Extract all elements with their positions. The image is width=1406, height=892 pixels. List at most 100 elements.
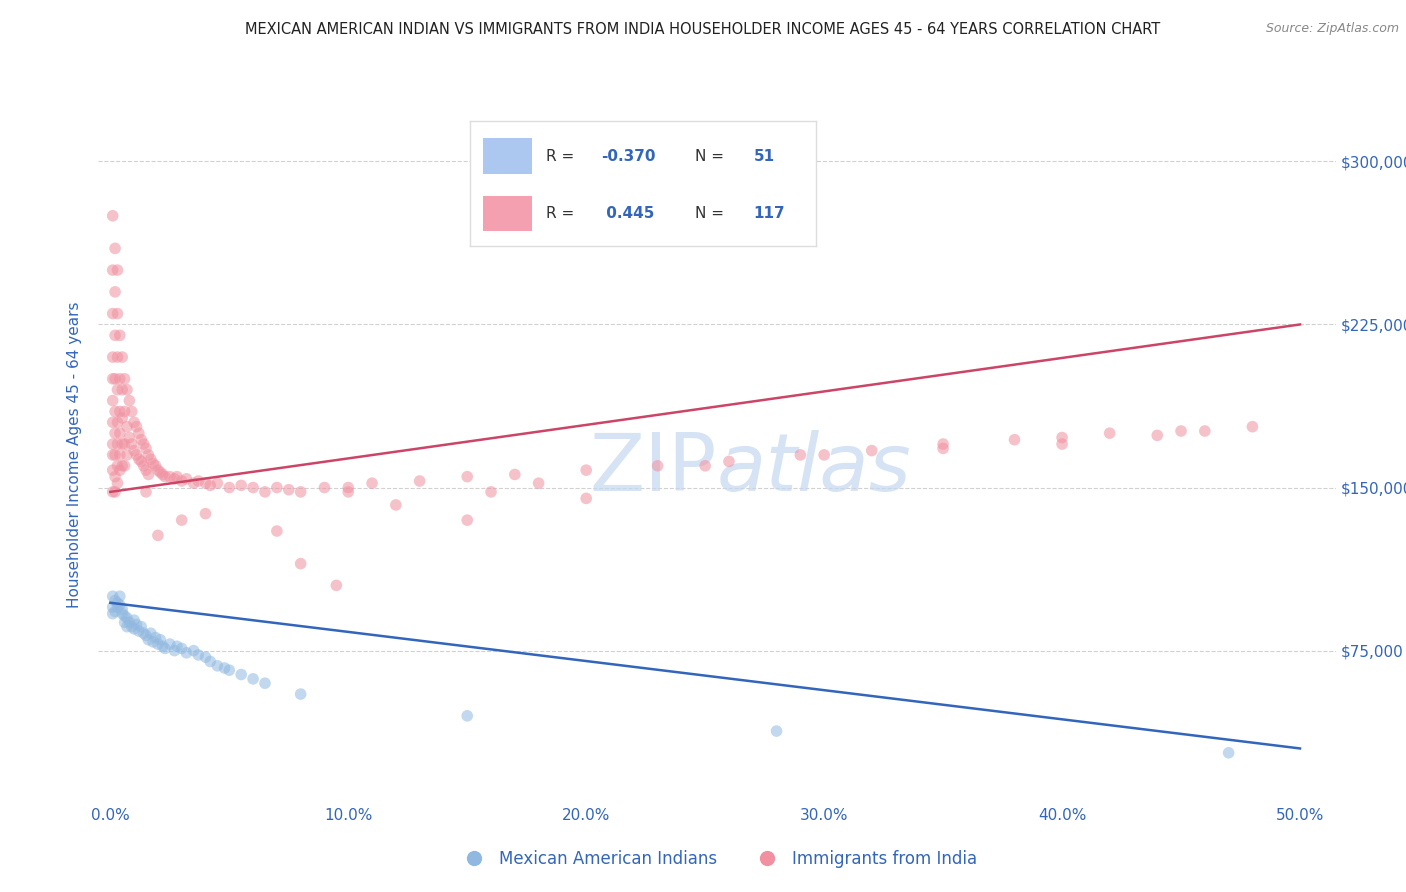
Point: [128, 452, 150, 467]
Point: [114, 608, 136, 623]
Y-axis label: Householder Income Ages 45 - 64 years: Householder Income Ages 45 - 64 years: [67, 301, 83, 608]
Point: [159, 637, 181, 651]
Point: [121, 437, 143, 451]
Point: [456, 513, 478, 527]
Point: [695, 458, 717, 473]
Point: [207, 658, 229, 673]
Point: [122, 415, 145, 429]
Point: [187, 648, 209, 662]
Point: [107, 415, 129, 429]
Point: [108, 598, 131, 612]
Point: [111, 411, 134, 425]
Point: [647, 458, 669, 473]
Point: [108, 448, 131, 462]
Point: [121, 620, 143, 634]
Point: [114, 372, 136, 386]
Point: [194, 507, 217, 521]
Point: [200, 478, 222, 492]
Point: [242, 481, 264, 495]
Point: [361, 476, 384, 491]
Point: [107, 458, 129, 473]
Point: [132, 626, 155, 640]
Point: [290, 557, 312, 571]
Point: [122, 622, 145, 636]
Point: [122, 613, 145, 627]
Point: [138, 448, 160, 462]
Point: [1004, 433, 1026, 447]
Text: Source: ZipAtlas.com: Source: ZipAtlas.com: [1265, 22, 1399, 36]
Point: [111, 383, 134, 397]
Point: [170, 474, 193, 488]
Point: [108, 328, 131, 343]
Point: [104, 448, 127, 462]
Point: [101, 209, 124, 223]
Point: [104, 605, 127, 619]
Point: [575, 491, 598, 506]
Point: [104, 285, 127, 299]
Point: [114, 458, 136, 473]
Point: [107, 383, 129, 397]
Point: [108, 372, 131, 386]
Point: [125, 419, 148, 434]
Point: [104, 469, 127, 483]
Text: atlas: atlas: [717, 430, 912, 508]
Point: [146, 528, 169, 542]
Point: [153, 641, 176, 656]
Point: [479, 484, 502, 499]
Point: [146, 637, 169, 651]
Point: [183, 476, 205, 491]
Point: [108, 589, 131, 603]
Point: [194, 476, 217, 491]
Point: [266, 481, 288, 495]
Point: [456, 708, 478, 723]
Point: [101, 607, 124, 621]
Point: [115, 620, 138, 634]
Point: [101, 437, 124, 451]
Point: [129, 454, 152, 468]
Point: [176, 472, 198, 486]
Point: [813, 448, 835, 462]
Point: [860, 443, 883, 458]
Point: [107, 600, 129, 615]
Point: [114, 404, 136, 418]
Point: [242, 672, 264, 686]
Point: [115, 448, 138, 462]
Text: ZIP: ZIP: [589, 430, 717, 508]
Point: [214, 661, 236, 675]
Point: [145, 458, 167, 473]
Point: [111, 458, 134, 473]
Point: [118, 393, 141, 408]
Point: [111, 602, 134, 616]
Point: [101, 263, 124, 277]
Point: [101, 393, 124, 408]
Point: [789, 448, 811, 462]
Point: [277, 483, 299, 497]
Point: [152, 639, 174, 653]
Point: [146, 463, 169, 477]
Point: [107, 263, 129, 277]
Point: [122, 443, 145, 458]
Point: [111, 437, 134, 451]
Point: [101, 600, 124, 615]
Point: [527, 476, 550, 491]
Point: [107, 307, 129, 321]
Point: [108, 404, 131, 418]
Point: [104, 426, 127, 441]
Point: [101, 415, 124, 429]
Point: [314, 481, 336, 495]
Point: [118, 431, 141, 445]
Point: [129, 433, 152, 447]
Point: [153, 469, 176, 483]
Point: [104, 404, 127, 418]
Point: [163, 643, 186, 657]
Point: [108, 463, 131, 477]
Point: [101, 448, 124, 462]
Point: [125, 448, 148, 462]
Point: [101, 589, 124, 603]
Point: [128, 624, 150, 638]
Point: [290, 687, 312, 701]
Point: [503, 467, 526, 482]
Point: [128, 426, 150, 441]
Point: [575, 463, 598, 477]
Point: [337, 484, 360, 499]
